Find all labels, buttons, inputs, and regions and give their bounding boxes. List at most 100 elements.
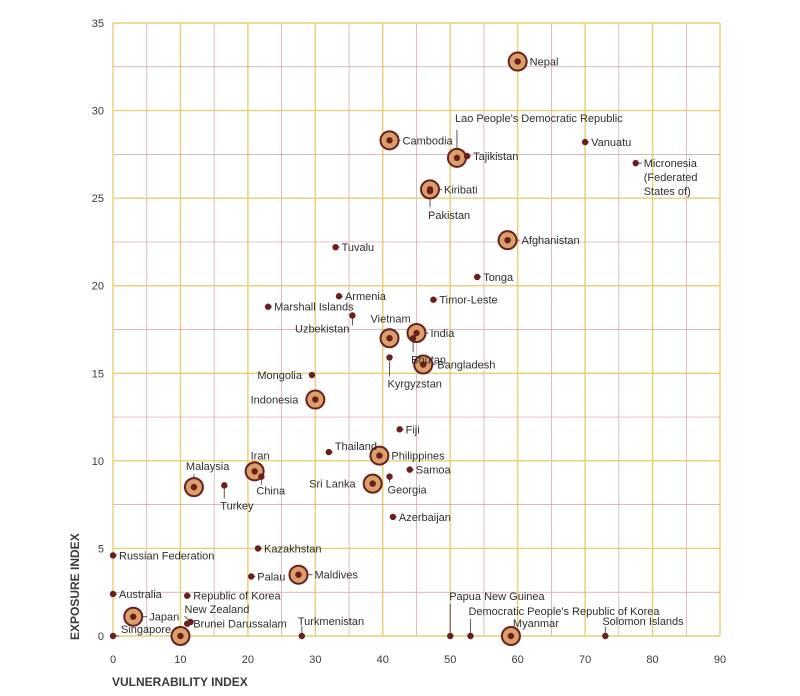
data-point [221,482,228,489]
y-tick-label: 30 [92,106,104,118]
point-label: China [256,486,286,498]
point-label: Armenia [345,291,387,303]
y-tick-labels: 0 5 10 15 20 25 30 35 [92,18,104,643]
point-label: New Zealand [185,604,250,616]
data-point [376,452,383,459]
point-label: Tajikistan [473,151,518,163]
point-label: Cambodia [403,135,454,147]
data-point [130,613,137,620]
point-label: Tuvalu [342,242,375,254]
point-label: Russian Federation [119,550,214,562]
point-label: Maldives [314,570,358,582]
data-point [177,632,184,640]
point-label: Marshall Islands [274,302,354,314]
data-point [447,632,454,640]
point-label: Turkey [220,500,254,512]
data-point [386,137,393,144]
y-tick-label: 0 [98,631,104,643]
point-label: Republic of Korea [193,591,281,603]
grid [112,22,721,637]
x-tick-label: 50 [444,654,456,666]
point-label: Iran [251,450,270,462]
data-point [430,296,437,303]
data-point [109,632,117,640]
point-label: Kiribati [444,184,478,196]
data-point [298,632,306,640]
data-point [453,154,461,162]
data-points [109,51,639,646]
data-point [369,480,376,487]
point-label: Indonesia [251,395,300,407]
point-label-line: Micronesia [644,158,698,170]
y-axis-title: EXPOSURE INDEX [68,533,82,640]
data-point [389,513,397,521]
point-label: Singapore [121,624,171,636]
data-point [474,273,481,281]
data-point [413,329,420,337]
data-point [396,426,403,433]
y-tick-label: 20 [92,281,104,293]
data-point [183,620,191,627]
data-point [109,552,117,559]
point-label: Democratic People's Republic of Korea [468,606,660,618]
data-point [602,632,609,640]
data-point [109,590,117,598]
point-label: Kazakhstan [264,543,321,555]
data-point [258,473,265,480]
x-tick-labels: 0 10 20 30 40 50 60 70 80 90 [110,654,726,666]
point-label: Mongolia [257,370,303,382]
data-point [632,159,639,167]
point-label: Turkmenistan [298,616,364,628]
point-label: Pakistan [428,210,470,222]
data-point [406,466,413,473]
point-label: Micronesia (Federated States of) [644,158,698,198]
x-axis-title: VULNERABILITY INDEX [112,675,248,689]
x-tick-label: 20 [242,654,254,666]
point-label: Georgia [388,485,428,497]
point-label: Fiji [406,424,420,436]
point-label: Lao People's Democratic Republic [455,113,623,125]
y-tick-label: 15 [92,368,104,380]
x-tick-label: 10 [174,654,186,666]
point-label: India [431,328,456,340]
point-label: Australia [119,589,163,601]
data-point [254,545,262,552]
x-tick-label: 60 [512,654,524,666]
point-label: Vietnam [371,313,411,325]
data-point [295,571,302,578]
point-label: Myanmar [513,618,559,630]
point-label: Uzbekistan [295,323,349,335]
point-label: Philippines [391,451,445,463]
point-label: Bangladesh [437,360,495,372]
point-label: Vanuatu [591,137,631,149]
data-point [504,236,511,244]
point-label: Timor-Leste [439,295,497,307]
x-tick-label: 90 [714,654,726,666]
data-point [514,58,521,65]
point-label: Tonga [483,272,514,284]
data-point [409,335,417,342]
x-tick-label: 70 [579,654,591,666]
point-label: Samoa [416,465,452,477]
y-tick-label: 10 [92,456,104,468]
y-tick-label: 5 [98,543,104,555]
data-point [386,354,393,361]
data-point [467,632,474,640]
x-tick-label: 30 [309,654,321,666]
x-tick-label: 40 [377,654,389,666]
data-point [426,187,434,195]
point-label: Japan [149,612,179,624]
data-point [386,335,393,342]
data-point [183,592,191,599]
data-point [335,293,343,300]
point-labels: Nepal Lao People's Democratic RepublicCam… [119,57,698,636]
data-point [251,468,258,475]
y-tick-label: 25 [92,193,104,205]
x-tick-label: 80 [646,654,658,666]
data-point [248,573,255,580]
point-label: Azerbaijan [399,512,451,524]
data-point [190,483,198,491]
point-label: Thailand [335,441,377,453]
data-point [386,473,393,480]
